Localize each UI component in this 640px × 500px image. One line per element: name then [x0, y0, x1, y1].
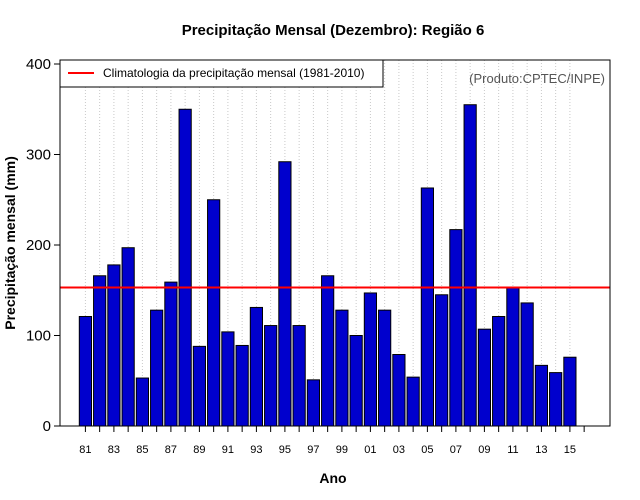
- y-tick-label: 300: [26, 147, 51, 164]
- x-tick-label: 89: [193, 444, 205, 456]
- y-tick-label: 100: [26, 328, 51, 345]
- bar-15: [563, 356, 577, 427]
- bar-82: [93, 275, 107, 427]
- bar-06: [435, 294, 449, 427]
- bar-90: [207, 199, 221, 427]
- bar-96: [292, 325, 306, 427]
- x-tick-label: 87: [165, 444, 177, 456]
- bar-02: [378, 309, 392, 427]
- credit-text: (Produto:CPTEC/INPE): [469, 71, 605, 86]
- bar-11: [506, 287, 520, 427]
- bar-85: [135, 377, 150, 427]
- x-tick-label: 03: [393, 444, 405, 456]
- bar-05: [420, 187, 434, 427]
- legend: Climatologia da precipitação mensal (198…: [59, 59, 384, 88]
- x-tick-label: 97: [307, 444, 319, 456]
- legend-box: [59, 59, 384, 88]
- x-tick-label: 13: [535, 444, 547, 456]
- bar-94: [264, 325, 278, 427]
- bar-98: [321, 275, 335, 427]
- bar-86: [150, 309, 164, 427]
- bar-93: [249, 306, 264, 427]
- x-tick-label: 01: [364, 444, 376, 456]
- bar-09: [477, 328, 491, 427]
- x-tick-label: 83: [108, 444, 120, 456]
- bar-08: [463, 104, 477, 427]
- bar-97: [306, 379, 320, 427]
- bar-84: [121, 247, 135, 427]
- bar-91: [221, 331, 235, 427]
- bar-12: [520, 302, 534, 427]
- bar-87: [164, 281, 178, 427]
- bar-92: [235, 344, 249, 427]
- y-tick-label: 0: [43, 418, 51, 435]
- y-tick-label: 400: [26, 56, 51, 73]
- x-tick-label: 07: [450, 444, 462, 456]
- x-tick-label: 93: [250, 444, 262, 456]
- x-tick-label: 15: [564, 444, 576, 456]
- bar-99: [335, 309, 349, 427]
- x-tick-label: 95: [279, 444, 291, 456]
- bar-04: [406, 376, 420, 427]
- x-axis: 81 83 85 87 89 91 93 95 97 99 01 03 05 07 09 11 13 15: [79, 426, 585, 456]
- bar-95: [278, 161, 292, 427]
- x-tick-label: 91: [222, 444, 234, 456]
- bar-00: [349, 335, 363, 427]
- x-tick-label: 99: [336, 444, 348, 456]
- y-tick-label: 200: [26, 237, 51, 254]
- bar-89: [192, 345, 207, 427]
- bar-01: [363, 292, 377, 427]
- bar-07: [449, 229, 463, 427]
- bar-88: [178, 108, 192, 427]
- bar-10: [492, 315, 506, 427]
- chart-title: Precipitação Mensal (Dezembro): Região 6: [182, 22, 485, 39]
- bar-81: [78, 315, 93, 427]
- bar-layer: [78, 104, 577, 427]
- y-axis-label: Precipitação mensal (mm): [2, 156, 18, 330]
- x-tick-label: 85: [136, 444, 148, 456]
- x-axis-label: Ano: [319, 470, 346, 486]
- x-tick-label: 05: [421, 444, 433, 456]
- legend-label: Climatologia da precipitação mensal (198…: [103, 66, 364, 80]
- bar-03: [392, 354, 406, 427]
- x-tick-label: 09: [478, 444, 490, 456]
- bar-13: [534, 364, 548, 427]
- x-tick-label: 81: [79, 444, 91, 456]
- x-tick-label: 11: [507, 444, 518, 456]
- bar-83: [107, 264, 121, 427]
- y-axis: 0 100 200 300 400: [26, 56, 60, 435]
- bar-14: [549, 372, 563, 427]
